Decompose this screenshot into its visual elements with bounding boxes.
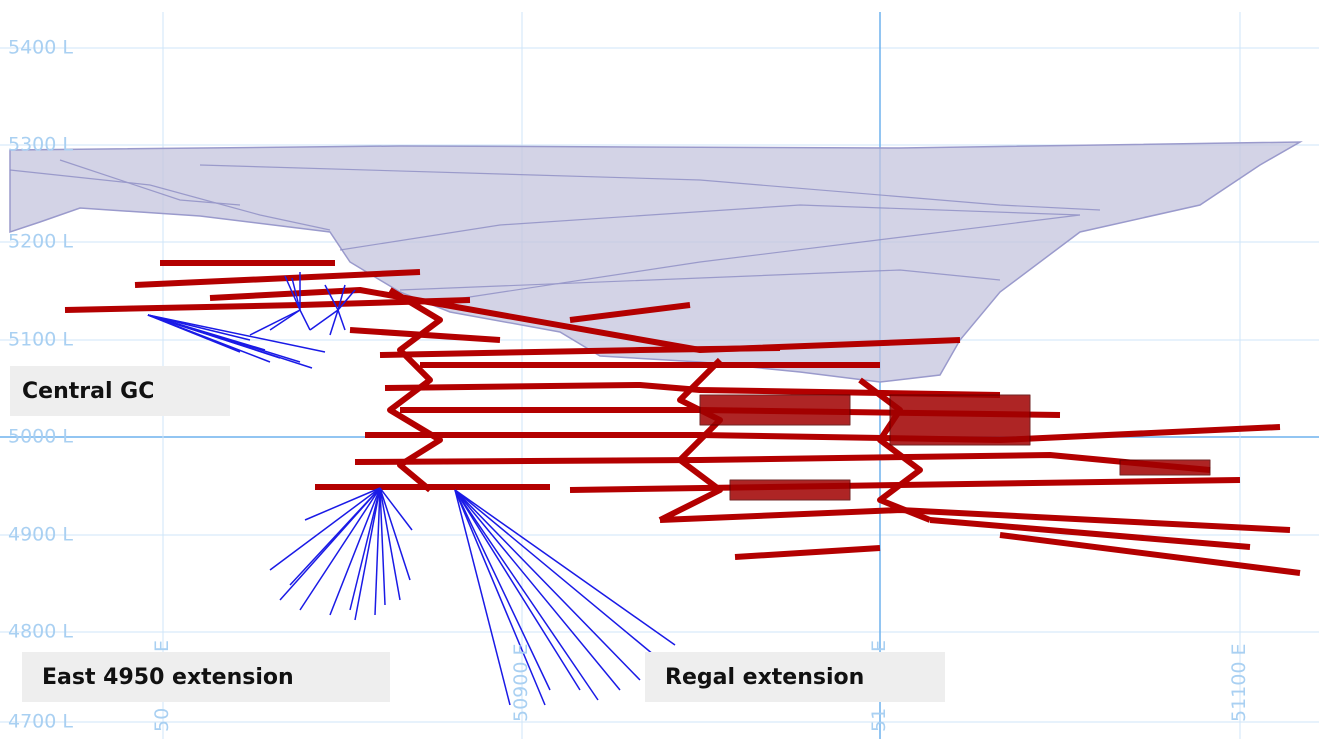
level-label: 4700 L xyxy=(8,713,73,732)
drill-hole xyxy=(290,488,380,585)
drill-hole xyxy=(455,490,620,690)
drill-hole xyxy=(270,310,300,330)
easting-label: 50900 E xyxy=(512,644,531,723)
stope-cluster xyxy=(890,395,1030,445)
level-label: 5400 L xyxy=(8,39,73,58)
callout-label: Central GC xyxy=(10,366,230,416)
long-section-view: 51100 E 51 E 50900 E 50 E 4700 L 4800 L 4900 L 50… xyxy=(0,0,1319,739)
level-label: 5000 L xyxy=(8,428,73,447)
level-label: 4900 L xyxy=(8,526,73,545)
drill-hole xyxy=(380,488,410,580)
drive xyxy=(735,548,880,557)
drill-hole xyxy=(380,488,412,530)
level-label: 5300 L xyxy=(8,136,73,155)
drive xyxy=(365,427,1280,440)
callout-label: Regal extension xyxy=(645,652,945,702)
callout-label: East 4950 extension xyxy=(22,652,390,702)
drill-hole xyxy=(300,310,310,330)
stope-cluster xyxy=(700,395,850,425)
drill-hole xyxy=(455,490,660,660)
drill-hole xyxy=(148,315,312,368)
drive xyxy=(355,455,1210,470)
easting-label: E xyxy=(870,640,889,652)
drill-hole xyxy=(148,315,270,362)
easting-label: E xyxy=(153,640,172,652)
drill-hole xyxy=(250,310,300,335)
level-label: 5100 L xyxy=(8,331,73,350)
drive xyxy=(660,510,1290,530)
stope-cluster xyxy=(1120,460,1210,475)
stope-cluster xyxy=(730,480,850,500)
drill-hole xyxy=(455,490,550,690)
easting-label: 51100 E xyxy=(1230,644,1249,723)
drill-hole xyxy=(148,315,325,352)
level-label: 5200 L xyxy=(8,233,73,252)
drill-hole xyxy=(455,490,640,680)
easting-label: 51 xyxy=(870,708,889,732)
easting-label: 50 xyxy=(153,708,172,732)
drill-hole xyxy=(310,310,338,330)
drive xyxy=(660,360,720,520)
level-label: 4800 L xyxy=(8,623,73,642)
drill-hole xyxy=(338,310,345,330)
